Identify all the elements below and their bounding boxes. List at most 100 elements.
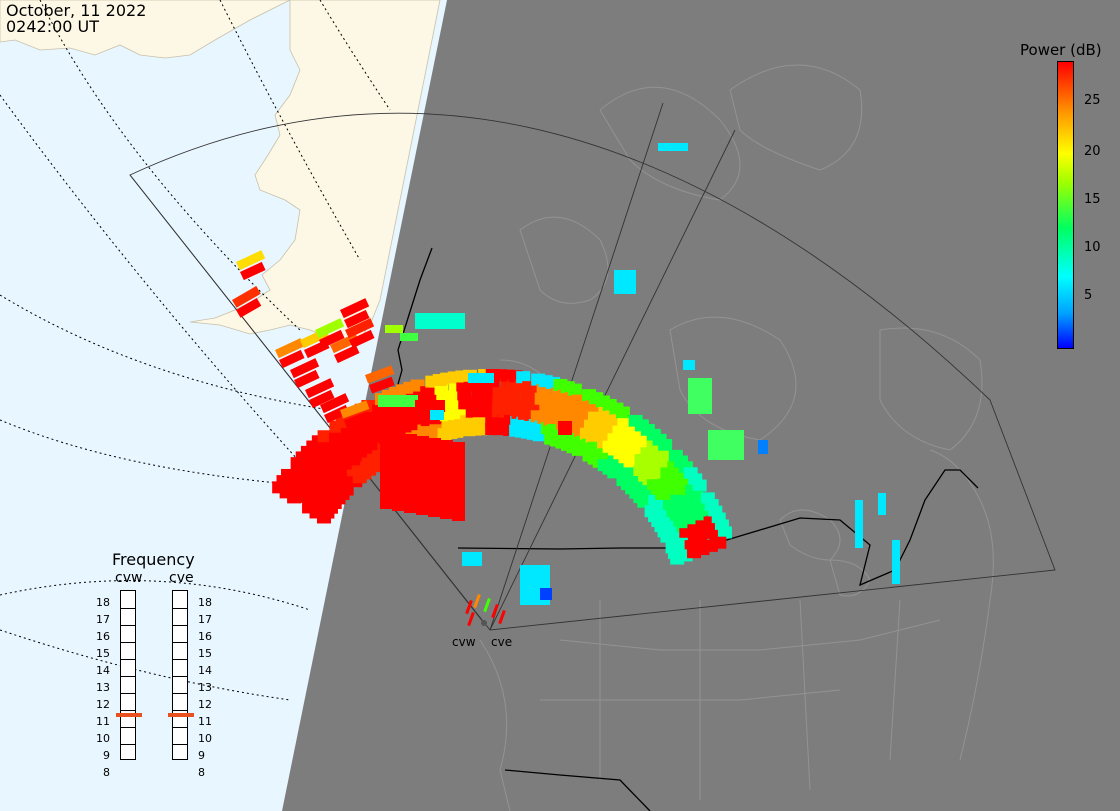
frequency-label: 14 (198, 664, 212, 677)
echo-cell (416, 488, 429, 502)
echo-cell (465, 600, 473, 615)
echo-cell (404, 434, 417, 448)
echo-cell (428, 490, 441, 504)
colorbar-tick: 25 (1084, 93, 1101, 108)
echo-cell (317, 430, 332, 443)
echo-cell (305, 378, 335, 399)
frequency-cell (173, 642, 187, 643)
echo-cell (468, 373, 494, 383)
echo-cell (440, 453, 453, 467)
echo-cell (236, 250, 266, 271)
echo-cell (340, 298, 370, 319)
echo-cell (688, 378, 712, 414)
echo-cell (658, 439, 673, 452)
frequency-cell (121, 625, 135, 626)
echo-cell (232, 286, 261, 308)
frequency-label: 11 (198, 715, 212, 728)
date-label: October, 11 2022 (6, 1, 147, 20)
echo-cell (392, 497, 405, 511)
echo-cell (281, 468, 296, 481)
colorbar-title: Power (dB) (1020, 41, 1102, 59)
echo-cell (348, 329, 375, 349)
echo-cell (452, 455, 465, 469)
frequency-label: 11 (96, 715, 110, 728)
echo-cell (392, 432, 405, 446)
echo-cell (378, 395, 418, 407)
echo-cell (416, 475, 429, 489)
echo-cell (369, 376, 395, 394)
day-land-siberia (0, 0, 291, 59)
frequency-label: 9 (198, 749, 205, 762)
frequency-cell (173, 727, 187, 728)
echo-cell (380, 456, 393, 470)
echo-cell (344, 411, 370, 429)
echo-cell (440, 440, 453, 454)
site-label-cve: cve (491, 635, 513, 649)
echo-cell (392, 484, 405, 498)
frequency-label: 15 (96, 647, 110, 660)
echo-cell (365, 365, 395, 384)
radar-echoes (232, 143, 900, 627)
echo-cell (309, 389, 335, 409)
frequency-cell (173, 676, 187, 677)
echo-cell (683, 360, 695, 370)
frequency-radar-cve: cve (169, 570, 194, 586)
echo-cell (855, 500, 863, 548)
graticule-day (0, 0, 391, 701)
echo-cell (452, 481, 465, 495)
echo-cell (404, 486, 417, 500)
echo-cell (315, 318, 345, 339)
frequency-label: 17 (198, 613, 212, 626)
frequency-label: 15 (198, 647, 212, 660)
echo-cell (345, 318, 375, 339)
frequency-label: 12 (198, 698, 212, 711)
frequency-column-cvw (120, 590, 136, 760)
echo-cell (758, 440, 768, 454)
echo-cell (516, 371, 531, 384)
echo-cell (491, 604, 499, 619)
echo-cell (380, 495, 393, 509)
colorbar-tick: 5 (1084, 288, 1093, 303)
frequency-radar-cvw: cvw (115, 570, 143, 586)
echo-cell (708, 430, 744, 460)
echo-cell (380, 430, 393, 444)
radar-fov (129, 102, 1056, 631)
echo-cell (392, 445, 405, 459)
echo-cell (658, 143, 688, 151)
echo-cell (275, 338, 305, 359)
echo-cell (540, 588, 552, 600)
frequency-marker-cvw (116, 713, 142, 717)
echo-cell (415, 400, 445, 412)
echo-cell (320, 393, 350, 414)
frequency-cell (173, 744, 187, 745)
echo-cell (878, 493, 886, 515)
echo-cell (334, 344, 360, 364)
frequency-cell (121, 642, 135, 643)
frequency-cell (121, 710, 135, 711)
frequency-label: 17 (96, 613, 110, 626)
echo-cell (692, 479, 707, 492)
echo-cell (428, 451, 441, 465)
echo-cell (416, 501, 429, 515)
echo-cell (392, 471, 405, 485)
echo-cell (294, 369, 320, 389)
echo-cell (428, 477, 441, 491)
frequency-cell (173, 659, 187, 660)
echo-cell (291, 485, 306, 498)
frequency-label: 8 (198, 766, 205, 779)
echo-cell (428, 438, 441, 452)
frequency-label: 10 (96, 732, 110, 745)
echo-cell (380, 482, 393, 496)
echo-cell (404, 499, 417, 513)
echo-cell (615, 406, 630, 419)
echo-cell (498, 610, 506, 625)
echo-cell (712, 536, 727, 549)
echo-cell (567, 383, 582, 396)
echo-cell (452, 494, 465, 508)
colorbar-tick: 15 (1084, 192, 1101, 207)
echo-cell (473, 594, 481, 609)
echo-cell (452, 468, 465, 482)
frequency-label: 13 (96, 681, 110, 694)
echo-cell (430, 410, 444, 420)
